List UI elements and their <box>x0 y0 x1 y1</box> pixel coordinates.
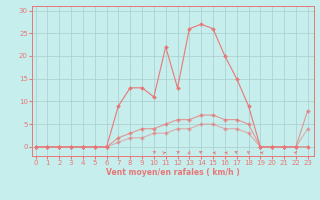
X-axis label: Vent moyen/en rafales ( km/h ): Vent moyen/en rafales ( km/h ) <box>106 168 240 177</box>
